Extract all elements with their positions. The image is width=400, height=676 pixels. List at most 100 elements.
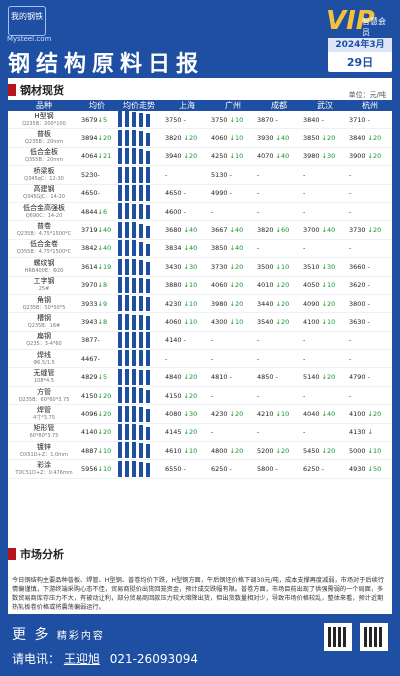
- price-value: 6550: [165, 465, 182, 474]
- price-value: 3730: [349, 226, 366, 235]
- price-value: -: [303, 336, 306, 345]
- price-value: 3980: [211, 299, 228, 308]
- city-price-hz: 4790-: [348, 367, 392, 387]
- price-value: -: [257, 391, 260, 400]
- price-change: ↓10: [229, 152, 244, 161]
- qr-code-1: [324, 623, 352, 651]
- city-price-wh: -: [302, 184, 348, 203]
- city-price-cd: 3930 ↓40: [256, 128, 302, 148]
- table-row: 螺纹钢 HRB400E：Φ20 3614↓19 3430 ↓30 3730 ↓20 3500 ↓…: [8, 257, 392, 277]
- trend-bar: [146, 205, 150, 220]
- more-content[interactable]: 更 多 精彩内容: [12, 627, 105, 643]
- table-row: 矩形管 60*80*3.75 4140↓20 4145 ↓20- - -4130 ↓: [8, 423, 392, 443]
- avg-change: -: [97, 354, 100, 363]
- trend-bar: [125, 111, 129, 128]
- trend-bar: [118, 368, 122, 385]
- avg-price-cell: 3933↓9: [80, 294, 114, 314]
- trend-bar: [146, 332, 150, 349]
- city-price-sh: 4140-: [164, 331, 210, 351]
- product-spec: Q355B：4.75*1500*C: [16, 249, 72, 256]
- avg-price: 3719: [81, 226, 98, 235]
- price-change: ↓20: [229, 409, 244, 418]
- table-row: 无缝管 108*4.5 4829↓5 4840 ↓20 4810-4850-5140 ↓20…: [8, 367, 392, 387]
- price-change: -: [229, 170, 232, 179]
- price-change: ↓40: [229, 226, 244, 235]
- section-marker-icon: [8, 548, 16, 560]
- avg-price-cell: 3679↓5: [80, 111, 114, 130]
- table-body: H型钢 Q235B：200*100 3679↓5 3750-3750 ↓10 3870-3…: [8, 111, 392, 479]
- price-value: -: [211, 428, 214, 437]
- product-spec: Q235B：20mm: [24, 139, 63, 146]
- avg-price: 4064: [81, 152, 98, 161]
- trend-cell: [114, 239, 164, 259]
- product-cell: 高建钢 Q345GJC：14-20: [8, 184, 80, 203]
- avg-price: 4150: [81, 391, 98, 400]
- trend-bar: [132, 350, 136, 367]
- city-price-wh: 3840-: [302, 111, 348, 130]
- city-price-hz: 3800-: [348, 294, 392, 314]
- price-value: 3630: [349, 317, 366, 326]
- trend-bar: [118, 387, 122, 404]
- trend-bar: [118, 258, 122, 275]
- avg-change: ↓10: [97, 465, 112, 474]
- price-change: ↓10: [183, 446, 198, 455]
- price-value: 4010: [257, 281, 274, 290]
- price-value: 3700: [303, 226, 320, 235]
- product-name: 螺纹钢: [33, 258, 55, 267]
- price-change: ↓20: [367, 226, 382, 235]
- analysis-text: 今日钢结构主要品种普板、焊管、H型钢、普卷均价下跌，H型钢方面，午后钢坯价格下调…: [12, 577, 384, 611]
- trend-cell: [114, 441, 164, 461]
- price-value: 4930: [349, 465, 366, 474]
- city-price-hz: 3710-: [348, 111, 392, 130]
- price-change: ↓10: [321, 281, 336, 290]
- price-value: -: [303, 354, 306, 363]
- product-cell: 槽钢 Q235B：16#: [8, 312, 80, 332]
- city-price-hz: -: [348, 239, 392, 259]
- price-change: -: [367, 262, 370, 271]
- product-spec: Q235B：50*50*5: [22, 304, 66, 311]
- city-price-sh: 4840 ↓20: [164, 367, 210, 387]
- trend-bar: [146, 369, 150, 385]
- price-value: 3820: [257, 226, 274, 235]
- avg-price: 3970: [81, 281, 98, 290]
- trend-cell: [114, 111, 164, 130]
- trend-bar: [146, 444, 150, 459]
- trend-bar: [139, 406, 143, 422]
- city-price-wh: 3700 ↓40: [302, 220, 348, 240]
- price-value: -: [257, 428, 260, 437]
- table-row: 方管 Q235B：60*60*3.75 4150↓20 4150 ↓20- - - -: [8, 386, 392, 406]
- price-value: 3680: [165, 226, 182, 235]
- trend-bar: [139, 350, 143, 367]
- product-spec: Q235B：60*60*3.75: [18, 396, 70, 403]
- trend-bar: [139, 443, 143, 459]
- price-change: -: [229, 373, 232, 382]
- avg-change: -: [97, 189, 100, 198]
- tel-number[interactable]: 021-26093094: [109, 652, 198, 666]
- price-value: 4060: [211, 134, 228, 143]
- price-value: 3850: [211, 244, 228, 253]
- city-price-gz: 4810-: [210, 367, 256, 387]
- avg-price: 3614: [81, 262, 98, 271]
- city-price-wh: 4100 ↓10: [302, 312, 348, 332]
- city-price-gz: 6250-: [210, 459, 256, 479]
- vip-badge: VIP 智慧会员: [326, 6, 392, 37]
- product-cell: 镀锌 DX51D+Z：1.0mm: [8, 441, 80, 461]
- price-value: -: [211, 336, 214, 345]
- price-change: -: [367, 281, 370, 290]
- trend-bar: [146, 184, 150, 201]
- price-value: 3500: [257, 262, 274, 271]
- city-price-gz: 4250 ↓10: [210, 147, 256, 167]
- trend-bar: [139, 259, 143, 275]
- product-spec: Φ6.5/1.5: [33, 359, 55, 366]
- city-price-hz: -: [348, 331, 392, 351]
- avg-change: ↓5: [97, 373, 108, 382]
- city-price-wh: -: [302, 202, 348, 222]
- trend-bar: [132, 387, 136, 404]
- price-change: ↓20: [183, 428, 198, 437]
- city-price-sh: 6550-: [164, 459, 210, 479]
- price-change: ↓30: [321, 262, 336, 271]
- avg-price: 4140: [81, 428, 98, 437]
- product-name: 低合金高强板: [23, 203, 65, 212]
- price-change: ↓20: [183, 152, 198, 161]
- city-price-sh: -: [164, 349, 210, 369]
